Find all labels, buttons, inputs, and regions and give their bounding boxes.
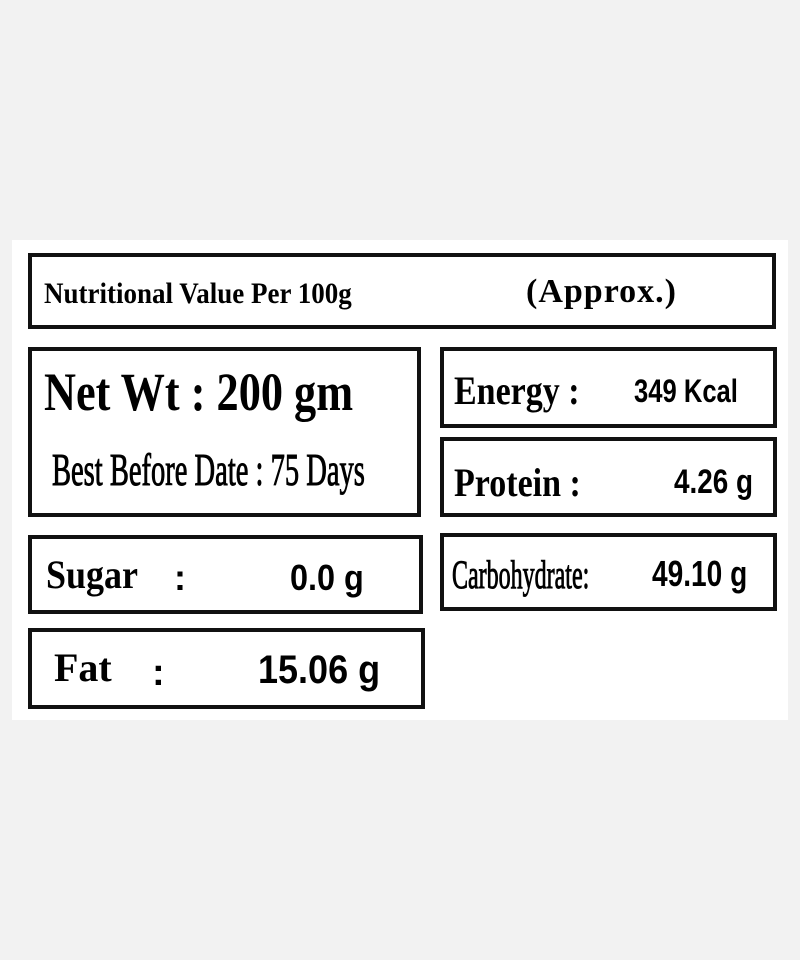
net-weight: Net Wt : 200 gm [44,362,354,422]
fat-colon: : [152,652,165,694]
fat-value: 15.06 g [258,648,381,692]
sugar-box: Sugar : 0.0 g [28,535,423,614]
protein-label: Protein : [454,460,581,505]
energy-value: 349 Kcal [634,373,738,409]
best-before: Best Before Date : 75 Days [52,444,365,496]
sugar-value: 0.0 g [290,557,364,598]
carbohydrate-value: 49.10 g [652,553,748,594]
title-box: Nutritional Value Per 100g (Approx.) [28,253,776,329]
fat-box: Fat : 15.06 g [28,628,425,709]
approx-note: (Approx.) [526,273,677,310]
protein-value: 4.26 g [674,463,754,501]
energy-box: Energy : 349 Kcal [440,347,777,428]
title-text: Nutritional Value Per 100g [44,277,352,310]
net-weight-box: Net Wt : 200 gm Best Before Date : 75 Da… [28,347,421,517]
sugar-label: Sugar [46,552,139,597]
carbohydrate-label: Carbohydrate: [452,552,590,598]
carbohydrate-box: Carbohydrate: 49.10 g [440,533,777,611]
energy-label: Energy : [454,368,580,413]
sugar-colon: : [174,557,186,598]
fat-label: Fat [54,645,112,690]
protein-box: Protein : 4.26 g [440,437,777,517]
